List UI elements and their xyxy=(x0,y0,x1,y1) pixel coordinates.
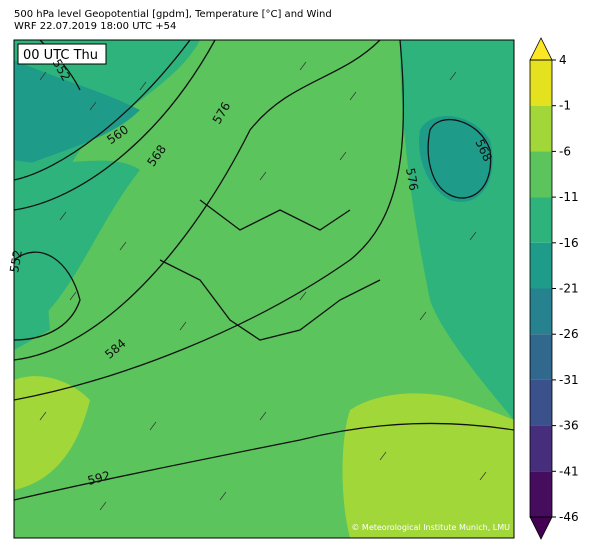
colorbar-tick-label: -6 xyxy=(559,144,571,158)
colorbar-band xyxy=(530,151,552,198)
colorbar-band xyxy=(530,288,552,335)
map-frame xyxy=(13,39,515,539)
contour-label: 592 xyxy=(86,468,112,487)
colorbar-tick-label: 4 xyxy=(559,53,567,67)
colorbar-band xyxy=(530,471,552,517)
colorbar-band xyxy=(530,105,552,152)
time-label: 00 UTC Thu xyxy=(23,48,98,63)
title-line-2: WRF 22.07.2019 18:00 UTC +54 xyxy=(14,21,176,32)
colorbar-band xyxy=(530,60,552,106)
colorbar-extend-top xyxy=(529,37,553,61)
credit: © Meteorological Institute Munich, LMU xyxy=(351,523,510,532)
colorbar-tick-label: -1 xyxy=(559,99,571,113)
colorbar-band xyxy=(530,334,552,380)
colorbar-tick-label: -41 xyxy=(559,464,579,478)
contour-label: 552 xyxy=(7,249,25,274)
colorbar-band xyxy=(530,379,552,426)
colorbar-tick-label: -36 xyxy=(559,419,579,433)
title-line-1: 500 hPa level Geopotential [gpdm], Tempe… xyxy=(14,9,332,20)
contour-label: 576 xyxy=(403,167,421,192)
colorbar-tick-label: -16 xyxy=(559,236,579,250)
colorbar-band xyxy=(530,425,552,472)
colorbar-extend-bottom xyxy=(529,516,553,540)
colorbar-band xyxy=(530,242,552,289)
colorbar-tick-label: -46 xyxy=(559,510,579,524)
colorbar-band xyxy=(530,197,552,243)
time-box xyxy=(17,43,107,65)
colorbar-tick-label: -11 xyxy=(559,190,579,204)
colorbar-tick-label: -26 xyxy=(559,327,579,341)
map xyxy=(14,40,514,538)
colorbar-tick-label: -21 xyxy=(559,282,579,296)
colorbar-tick-label: -31 xyxy=(559,373,579,387)
